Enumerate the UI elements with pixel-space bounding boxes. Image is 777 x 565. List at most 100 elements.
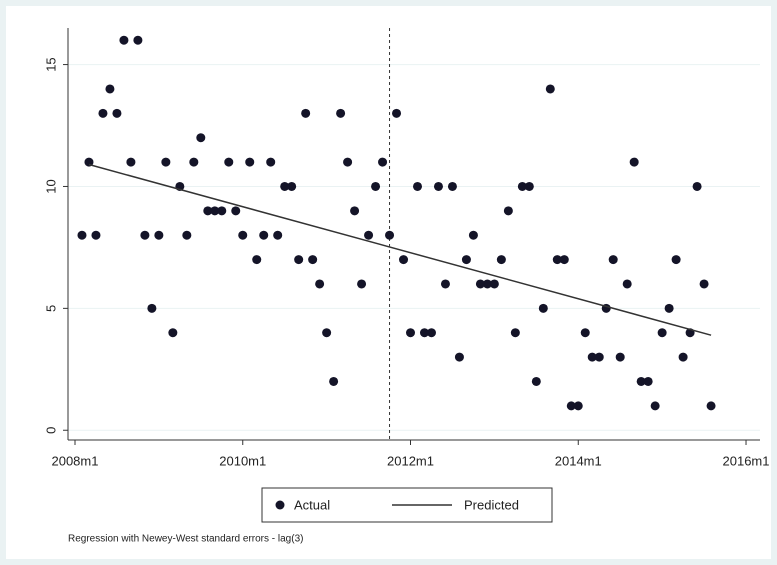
- point: [587, 352, 597, 362]
- point: [112, 108, 122, 118]
- point: [406, 328, 416, 338]
- point: [231, 206, 241, 216]
- point: [643, 376, 653, 386]
- point: [84, 157, 94, 167]
- y-tick-label: 15: [43, 57, 58, 71]
- point: [566, 401, 576, 411]
- legend-label: Actual: [294, 497, 330, 512]
- point: [91, 230, 101, 240]
- point: [259, 230, 269, 240]
- point: [189, 157, 199, 167]
- point: [301, 108, 311, 118]
- legend-label: Predicted: [464, 497, 519, 512]
- point: [168, 328, 178, 338]
- point: [308, 255, 318, 265]
- point: [475, 279, 485, 289]
- point: [482, 279, 492, 289]
- point: [196, 133, 206, 143]
- point: [224, 157, 234, 167]
- point: [573, 401, 583, 411]
- point: [350, 206, 360, 216]
- point: [238, 230, 248, 240]
- regression-line: [88, 163, 712, 336]
- point: [98, 108, 108, 118]
- point: [273, 230, 283, 240]
- point: [126, 157, 136, 167]
- point: [322, 328, 332, 338]
- point: [531, 376, 541, 386]
- point: [559, 255, 569, 265]
- point: [468, 230, 478, 240]
- point: [650, 401, 660, 411]
- point: [210, 206, 220, 216]
- point: [419, 328, 429, 338]
- x-tick-label: 2014m1: [555, 453, 602, 468]
- point: [412, 181, 422, 191]
- point: [252, 255, 262, 265]
- point: [580, 328, 590, 338]
- point: [140, 230, 150, 240]
- point: [287, 181, 297, 191]
- y-tick-label: 5: [43, 305, 58, 312]
- point: [392, 108, 402, 118]
- note: Regression with Newey-West standard erro…: [68, 534, 303, 545]
- point: [182, 230, 192, 240]
- point: [329, 376, 339, 386]
- y-tick-label: 10: [43, 179, 58, 193]
- point: [433, 181, 443, 191]
- point: [217, 206, 227, 216]
- point: [657, 328, 667, 338]
- point: [594, 352, 604, 362]
- point: [524, 181, 534, 191]
- point: [147, 303, 157, 313]
- point: [133, 35, 143, 45]
- x-tick-label: 2008m1: [51, 453, 98, 468]
- point: [664, 303, 674, 313]
- point: [706, 401, 716, 411]
- point: [545, 84, 555, 94]
- y-tick-label: 0: [43, 427, 58, 434]
- point: [203, 206, 213, 216]
- point: [343, 157, 353, 167]
- point: [426, 328, 436, 338]
- point: [699, 279, 709, 289]
- point: [454, 352, 464, 362]
- point: [678, 352, 688, 362]
- x-tick-label: 2012m1: [387, 453, 434, 468]
- point: [294, 255, 304, 265]
- point: [692, 181, 702, 191]
- point: [245, 157, 255, 167]
- point: [336, 108, 346, 118]
- point: [538, 303, 548, 313]
- point: [161, 157, 171, 167]
- point: [671, 255, 681, 265]
- point: [552, 255, 562, 265]
- point: [77, 230, 87, 240]
- point: [447, 181, 457, 191]
- point: [357, 279, 367, 289]
- point: [315, 279, 325, 289]
- point: [280, 181, 290, 191]
- point: [517, 181, 527, 191]
- point: [615, 352, 625, 362]
- point: [489, 279, 499, 289]
- point: [399, 255, 409, 265]
- point: [378, 157, 388, 167]
- point: [510, 328, 520, 338]
- x-tick-label: 2010m1: [219, 453, 266, 468]
- point: [154, 230, 164, 240]
- point: [496, 255, 506, 265]
- point: [371, 181, 381, 191]
- point: [461, 255, 471, 265]
- point: [105, 84, 115, 94]
- point: [440, 279, 450, 289]
- point: [503, 206, 513, 216]
- point: [385, 230, 395, 240]
- point: [622, 279, 632, 289]
- point: [266, 157, 276, 167]
- point: [629, 157, 639, 167]
- point: [364, 230, 374, 240]
- point: [119, 35, 129, 45]
